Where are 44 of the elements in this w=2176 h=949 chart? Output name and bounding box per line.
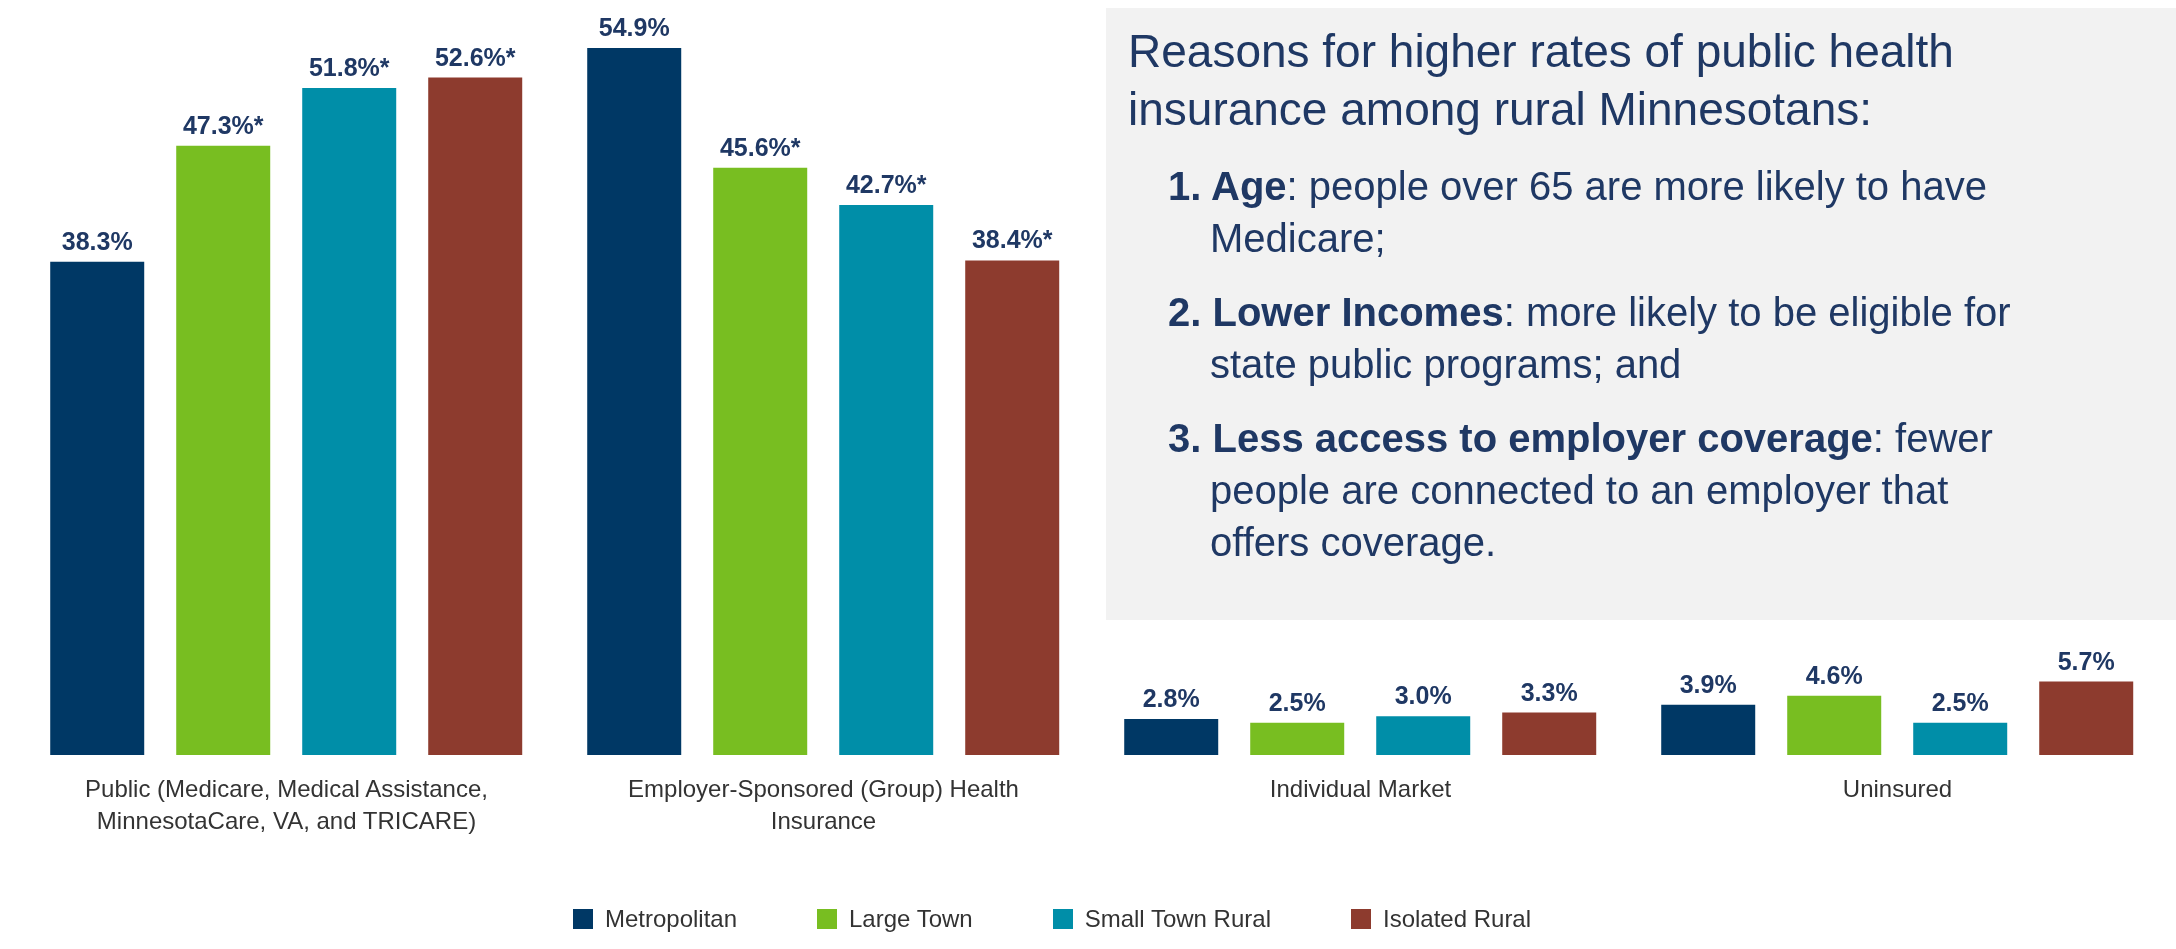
bar	[713, 167, 808, 755]
data-label: 51.8%*	[308, 52, 390, 81]
data-label: 42.7%*	[845, 170, 927, 199]
data-label: 3.0%	[1394, 681, 1452, 710]
annotation: 3. Less access to employer coverage: fewer people are connected to an employer that offers coverage.	[1168, 415, 1994, 566]
bar	[839, 205, 934, 755]
data-label: 38.3%	[61, 226, 133, 255]
bar	[302, 87, 397, 755]
legend-label: Large Town	[848, 905, 973, 933]
bar	[1250, 722, 1345, 755]
data-label: 4.6%	[1805, 660, 1863, 689]
data-label: 3.3%	[1520, 677, 1578, 706]
bar	[1376, 716, 1471, 755]
data-label: 47.3%*	[182, 110, 264, 139]
bar	[1661, 704, 1756, 755]
bar	[1913, 722, 2008, 755]
data-label: 5.7%	[2057, 646, 2115, 675]
bar	[2039, 681, 2134, 755]
bar	[1124, 718, 1219, 755]
bar	[428, 77, 523, 755]
annotation: 1. Age: people over 65 are more likely to have Medicare;	[1168, 163, 1988, 262]
legend-label: Small Town Rural	[1083, 905, 1271, 933]
legend-label: Isolated Rural	[1381, 905, 1532, 933]
data-label: 52.6%*	[434, 42, 516, 71]
data-label: 2.5%	[1931, 687, 1989, 716]
bar	[587, 48, 682, 755]
x-tick-label: Uninsured	[1842, 775, 1953, 802]
bar	[965, 260, 1060, 755]
data-label: 45.6%*	[719, 132, 801, 161]
x-tick-label: Public (Medicare, Medical Assistance, MinnesotaCare, VA, and TRICARE)	[85, 775, 488, 834]
annotation: Reasons for higher rates of public health insurance among rural Minnesotans:	[1128, 24, 1955, 137]
bar	[176, 145, 271, 755]
data-label: 3.9%	[1679, 669, 1737, 698]
bar	[1502, 712, 1597, 755]
bar	[50, 261, 145, 755]
x-tick-label: Individual Market	[1269, 775, 1452, 802]
bar	[1787, 695, 1882, 755]
data-label: 54.9%	[598, 13, 670, 41]
x-tick-label: Employer-Sponsored (Group) Health Insurance	[628, 775, 1019, 834]
data-label: 2.8%	[1142, 683, 1200, 712]
legend-label: Metropolitan	[603, 905, 738, 933]
annotation: 2. Lower Incomes: more likely to be eligible for state public programs; and	[1168, 289, 2012, 388]
data-label: 38.4%*	[971, 225, 1053, 254]
data-label: 2.5%	[1268, 687, 1326, 716]
